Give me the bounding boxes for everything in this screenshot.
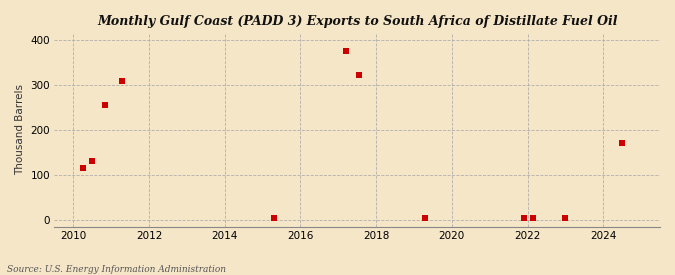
Point bbox=[100, 103, 111, 108]
Point bbox=[87, 159, 98, 164]
Point bbox=[617, 141, 628, 146]
Point bbox=[340, 49, 351, 54]
Point bbox=[528, 215, 539, 220]
Title: Monthly Gulf Coast (PADD 3) Exports to South Africa of Distillate Fuel Oil: Monthly Gulf Coast (PADD 3) Exports to S… bbox=[97, 15, 618, 28]
Point bbox=[269, 215, 279, 220]
Point bbox=[117, 78, 128, 83]
Point bbox=[560, 215, 571, 220]
Point bbox=[518, 215, 529, 220]
Point bbox=[78, 166, 88, 170]
Text: Source: U.S. Energy Information Administration: Source: U.S. Energy Information Administ… bbox=[7, 265, 225, 274]
Y-axis label: Thousand Barrels: Thousand Barrels bbox=[15, 84, 25, 175]
Point bbox=[354, 73, 364, 77]
Point bbox=[420, 215, 431, 220]
